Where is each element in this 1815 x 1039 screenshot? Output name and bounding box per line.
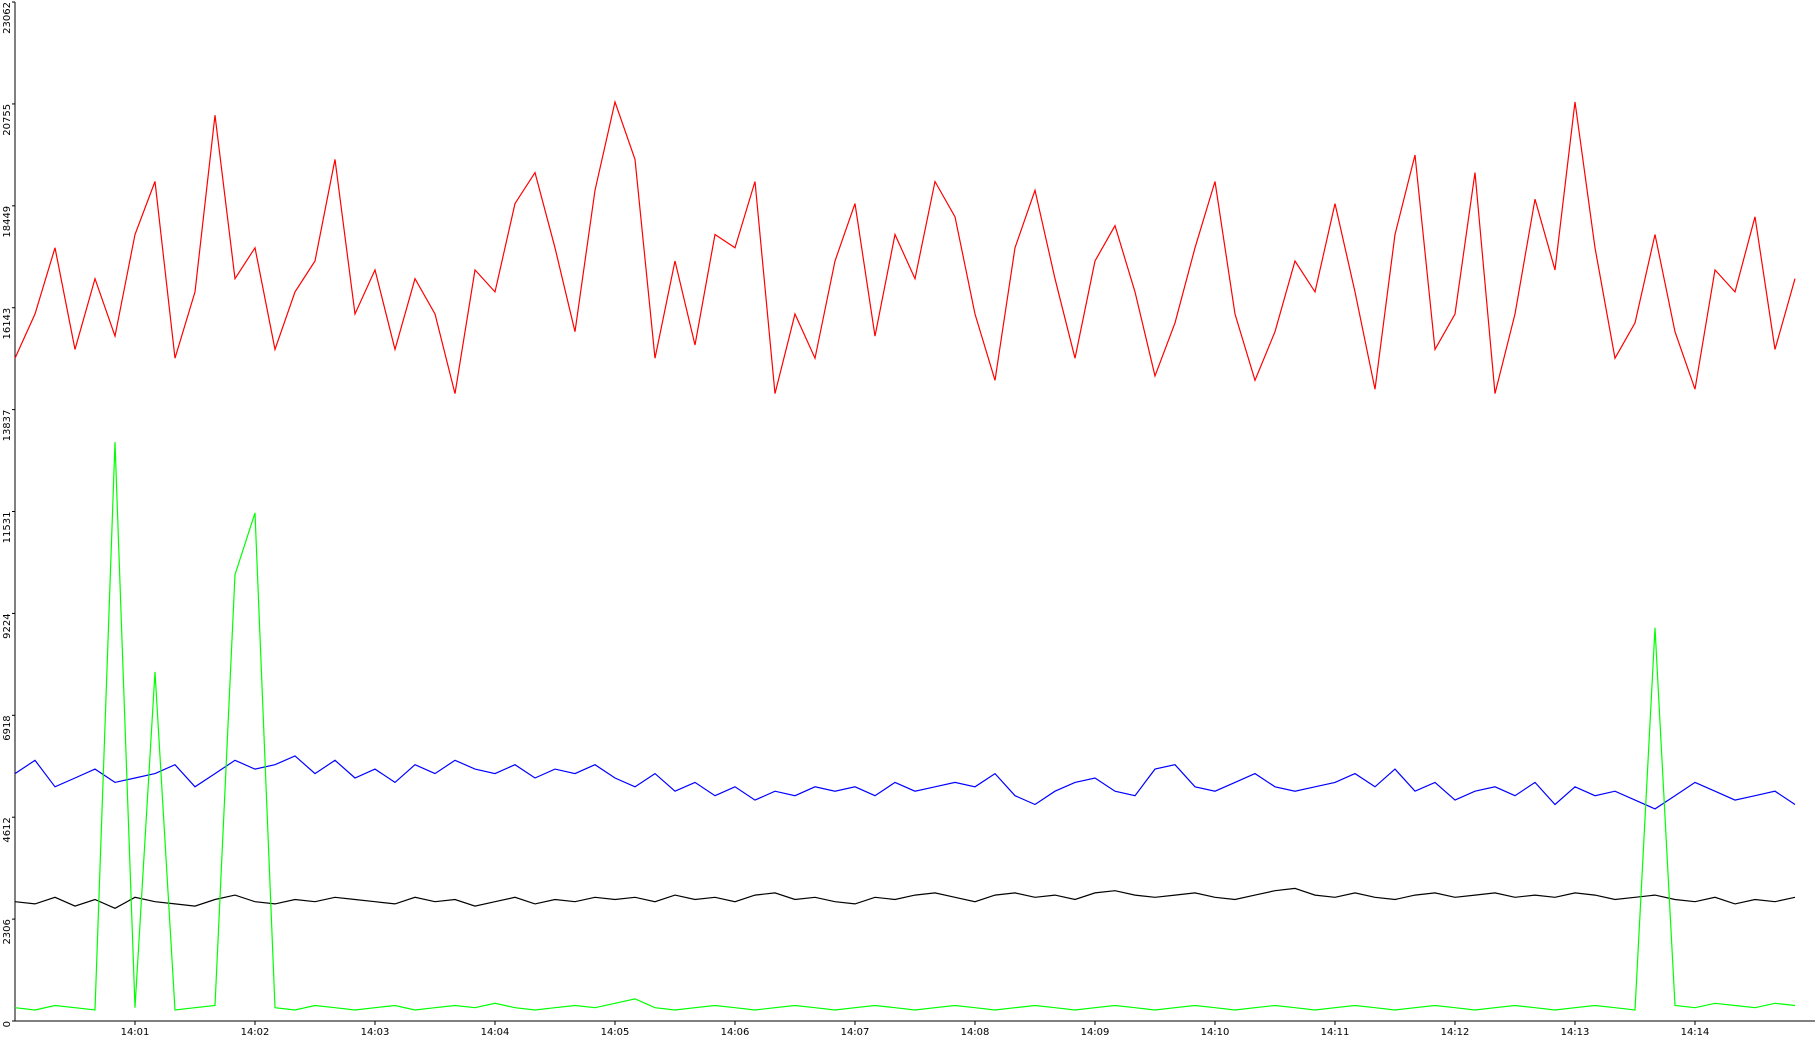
x-tick-label: 14:07	[841, 1027, 870, 1038]
y-tick-label: 16143	[2, 308, 13, 340]
x-tick-label: 14:01	[121, 1027, 150, 1038]
y-tick-label: 2306	[2, 919, 13, 944]
x-tick-label: 14:13	[1561, 1027, 1590, 1038]
y-tick-label: 9224	[2, 613, 13, 638]
x-tick-label: 14:03	[361, 1027, 390, 1038]
x-tick-label: 14:08	[961, 1027, 990, 1038]
y-tick-label: 18449	[2, 206, 13, 238]
y-tick-label: 0	[2, 1021, 13, 1027]
y-tick-label: 23062	[2, 2, 13, 34]
y-tick-label: 4612	[2, 817, 13, 842]
y-tick-label: 11531	[2, 512, 13, 544]
x-tick-label: 14:14	[1681, 1027, 1710, 1038]
x-tick-label: 14:06	[721, 1027, 750, 1038]
x-tick-label: 14:12	[1441, 1027, 1470, 1038]
x-tick-label: 14:10	[1201, 1027, 1230, 1038]
series-line	[14, 99, 1796, 394]
x-tick-label: 14:09	[1081, 1027, 1110, 1038]
series-line	[14, 755, 1796, 810]
x-tick-label: 14:11	[1321, 1027, 1350, 1038]
y-tick-label: 13837	[2, 410, 13, 442]
y-tick-label: 20755	[2, 104, 13, 136]
x-tick-label: 14:04	[481, 1027, 510, 1038]
x-tick-label: 14:02	[241, 1027, 270, 1038]
x-tick-label: 14:05	[601, 1027, 630, 1038]
series-line	[14, 887, 1796, 909]
y-tick-label: 6918	[2, 715, 13, 740]
series-line	[14, 442, 1796, 1011]
